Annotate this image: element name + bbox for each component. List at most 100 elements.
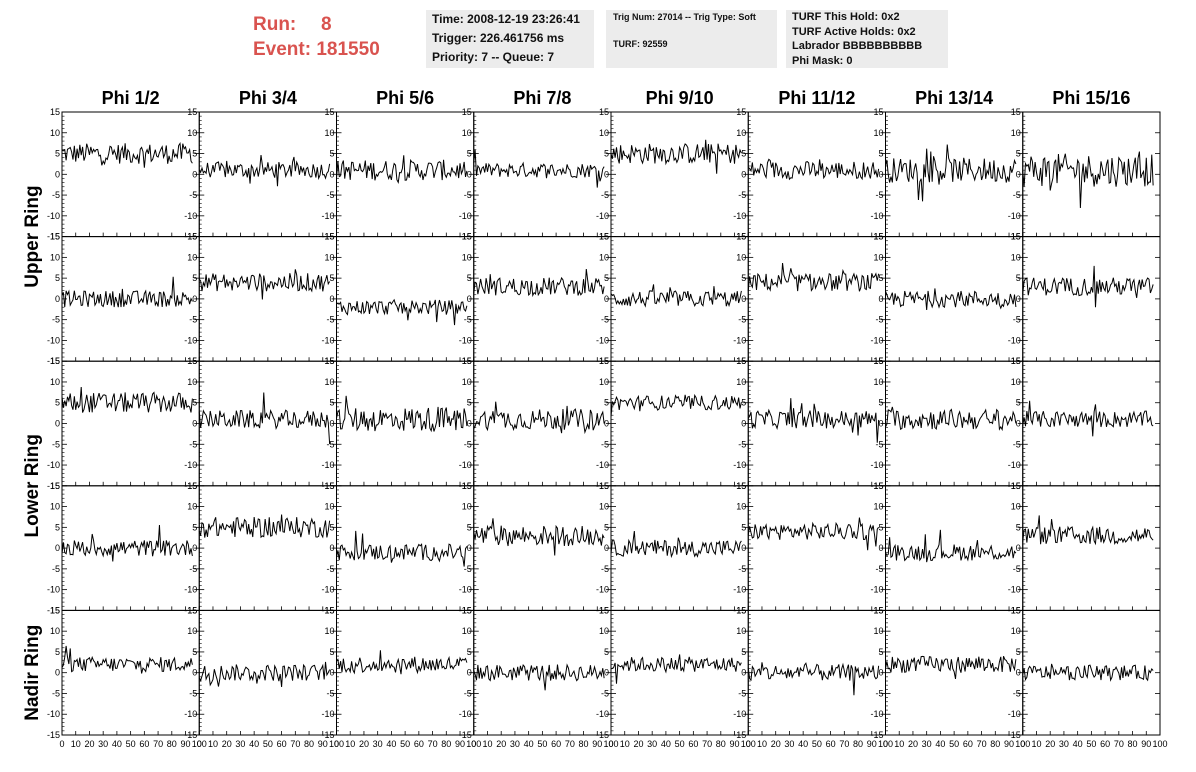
waveform-trace [885, 406, 1017, 432]
panel-frame [747, 360, 886, 487]
time-text: Time: 2008-12-19 23:26:41 [432, 12, 580, 26]
y-tick-label: -5 [189, 190, 197, 200]
y-tick-label: 15 [324, 107, 334, 117]
y-tick-label: 0 [741, 419, 746, 429]
y-tick-label: -5 [52, 315, 60, 325]
y-tick-label: -10 [459, 709, 472, 719]
waveform-trace [747, 517, 880, 551]
y-tick-label: 0 [467, 543, 472, 553]
y-tick-label: -10 [870, 460, 883, 470]
x-tick-label: 20 [222, 739, 232, 749]
y-tick-label: -15 [47, 605, 60, 615]
x-tick-label: 20 [633, 739, 643, 749]
waveform-trace [610, 530, 742, 559]
y-tick-label: -5 [326, 688, 334, 698]
y-tick-label: -5 [875, 439, 883, 449]
waveform-trace [610, 139, 742, 174]
y-tick-label: -5 [464, 190, 472, 200]
event-value: 181550 [316, 39, 380, 60]
waveform-trace [198, 514, 331, 539]
y-tick-label: 0 [878, 543, 883, 553]
y-tick-label: 15 [187, 107, 197, 117]
x-tick-label: 20 [496, 739, 506, 749]
x-tick-label: 30 [1059, 739, 1069, 749]
panel-frame [610, 111, 749, 238]
y-tick-label: -5 [875, 190, 883, 200]
y-tick-label: 10 [873, 377, 883, 387]
y-tick-label: -10 [596, 460, 609, 470]
y-tick-label: 10 [187, 128, 197, 138]
waveform-trace [885, 144, 1017, 202]
y-tick-label: 5 [878, 149, 883, 159]
waveform-trace [1022, 400, 1154, 437]
y-tick-label: 5 [55, 398, 60, 408]
y-tick-label: 5 [192, 149, 197, 159]
column-label: Phi 1/2 [102, 88, 160, 108]
y-tick-label: 15 [462, 232, 472, 242]
y-tick-label: 10 [599, 626, 609, 636]
waveform-trace [1022, 515, 1154, 546]
y-tick-label: 0 [192, 668, 197, 678]
x-tick-label: 70 [839, 739, 849, 749]
panel-frame [747, 236, 886, 362]
y-tick-label: -5 [464, 688, 472, 698]
y-tick-label: 5 [1016, 647, 1021, 657]
y-tick-label: 0 [604, 169, 609, 179]
waveform-trace [336, 395, 468, 433]
y-tick-label: -15 [47, 730, 60, 740]
waveform-trace [885, 655, 1017, 680]
y-tick-label: 5 [55, 273, 60, 283]
y-tick-label: 0 [329, 543, 334, 553]
y-tick-label: -5 [464, 439, 472, 449]
x-tick-label: 60 [277, 739, 287, 749]
turf-hold-box: TURF This Hold: 0x2 TURF Active Holds: 0… [786, 10, 948, 68]
trig-num-box: Trig Num: 27014 -- Trig Type: Soft TURF:… [606, 10, 777, 68]
x-tick-label: 40 [249, 739, 259, 749]
x-tick-label: 100 [603, 739, 618, 749]
panel-frame [610, 485, 749, 611]
y-tick-label: -5 [738, 688, 746, 698]
y-tick-label: -10 [1008, 335, 1021, 345]
y-tick-label: 10 [50, 377, 60, 387]
x-tick-label: 0 [746, 739, 751, 749]
x-tick-label: 10 [1031, 739, 1041, 749]
waveform-trace [747, 662, 880, 696]
y-tick-label: 0 [878, 294, 883, 304]
waveform-trace [61, 645, 193, 674]
y-tick-label: -5 [601, 439, 609, 449]
y-tick-label: -5 [601, 564, 609, 574]
y-tick-label: -5 [189, 688, 197, 698]
waveform-trace [610, 284, 742, 308]
y-tick-label: -10 [870, 585, 883, 595]
y-tick-label: -10 [47, 211, 60, 221]
y-tick-label: 15 [324, 356, 334, 366]
x-tick-label: 20 [359, 739, 369, 749]
y-tick-label: 15 [50, 605, 60, 615]
y-tick-label: 15 [599, 356, 609, 366]
y-tick-label: 10 [599, 502, 609, 512]
y-tick-label: -10 [184, 211, 197, 221]
y-tick-label: 10 [187, 626, 197, 636]
y-tick-label: 5 [741, 149, 746, 159]
y-tick-label: 5 [55, 647, 60, 657]
y-tick-label: 0 [741, 543, 746, 553]
y-tick-label: 10 [599, 128, 609, 138]
x-tick-label: 60 [826, 739, 836, 749]
y-tick-label: 0 [329, 668, 334, 678]
y-tick-label: 10 [736, 377, 746, 387]
y-tick-label: 5 [192, 647, 197, 657]
y-tick-label: 15 [187, 605, 197, 615]
y-tick-label: 15 [462, 481, 472, 491]
panel-frame [1022, 609, 1161, 736]
